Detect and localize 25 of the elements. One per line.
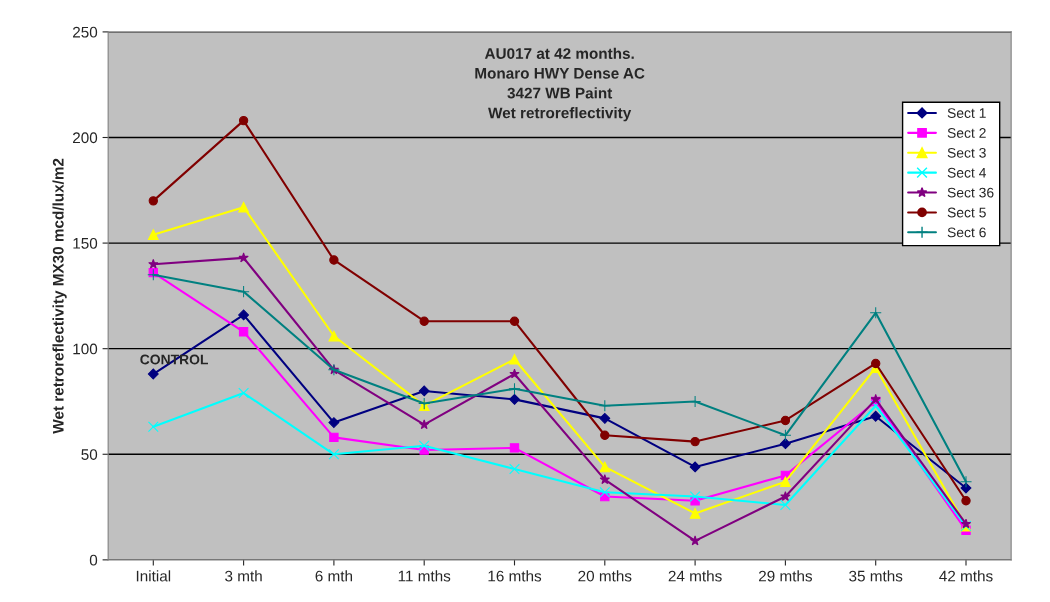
x-tick-label: 35 mths	[849, 570, 903, 582]
legend-label: Sect 3	[947, 147, 986, 158]
legend-label: Sect 36	[947, 187, 994, 198]
x-tick-label: 6 mth	[315, 570, 353, 582]
x-tick-label: 20 mths	[578, 570, 632, 582]
y-tick-label: 200	[73, 132, 98, 144]
x-tick-label: 11 mths	[398, 570, 451, 582]
y-tick-label: 50	[81, 449, 98, 460]
legend-label: Sect 1	[947, 108, 986, 118]
x-tick-label: 42 mths	[939, 570, 993, 582]
x-tick-label: 24 mths	[668, 570, 722, 582]
y-tick-label: 250	[73, 26, 98, 38]
legend-label: Sect 4	[947, 167, 987, 178]
legend-label: Sect 5	[947, 207, 986, 218]
y-tick-label: 100	[73, 343, 98, 355]
y-axis-title: Wet retroreflectivity MX30 mcd/lux/m2	[52, 158, 67, 434]
text: AU017 at 42 months. Monaro HWY Dense AC 3427 WB Paint Wet retroreflectivity	[475, 47, 645, 122]
x-tick-label: 16 mths	[488, 570, 542, 582]
y-tick-label: 150	[73, 237, 98, 249]
x-tick-label: Initial	[136, 570, 171, 582]
x-tick-label: 29 mths	[759, 570, 813, 582]
x-tick-label: 3 mth	[225, 570, 262, 582]
y-tick-label: 0	[89, 554, 98, 566]
legend-label: Sect 6	[947, 227, 986, 238]
legend-label: Sect 2	[947, 128, 986, 138]
